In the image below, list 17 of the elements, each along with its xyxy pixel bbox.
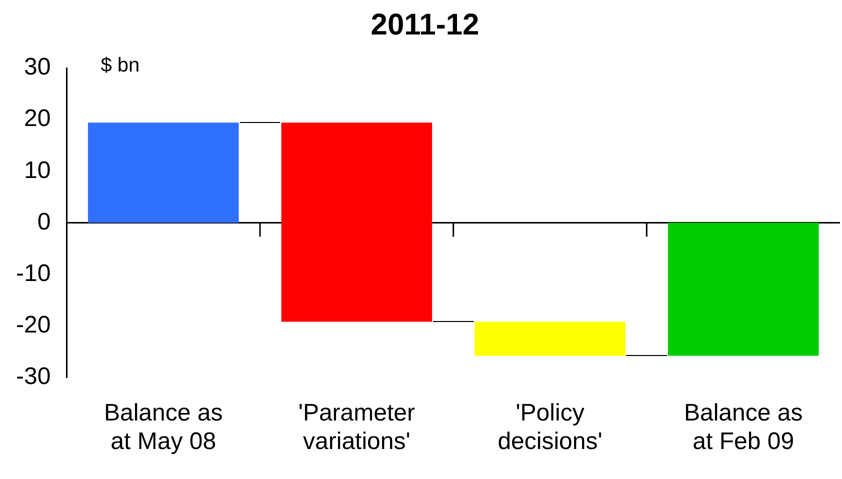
- y-tick-label: 20: [24, 105, 51, 132]
- y-tick-label: 30: [24, 54, 51, 81]
- y-tick-label: -30: [16, 363, 51, 390]
- x-tick-label: 'Policy decisions': [498, 399, 602, 456]
- x-tick-label: 'Parameter variations': [298, 399, 415, 456]
- y-tick-label: 10: [24, 156, 51, 184]
- bar: [88, 122, 239, 223]
- x-tick-label: Balance as at May 08: [104, 399, 223, 456]
- y-axis-title: $ bn: [100, 54, 140, 77]
- chart-title: 2011-12: [370, 8, 480, 42]
- x-tick-label: Balance as at Feb 09: [684, 399, 803, 456]
- y-tick-label: -20: [16, 311, 51, 338]
- bar: [668, 222, 819, 356]
- y-tick-label: 0: [37, 208, 51, 236]
- y-tick-label: -10: [16, 260, 51, 287]
- bar: [281, 122, 432, 322]
- bar: [474, 322, 626, 356]
